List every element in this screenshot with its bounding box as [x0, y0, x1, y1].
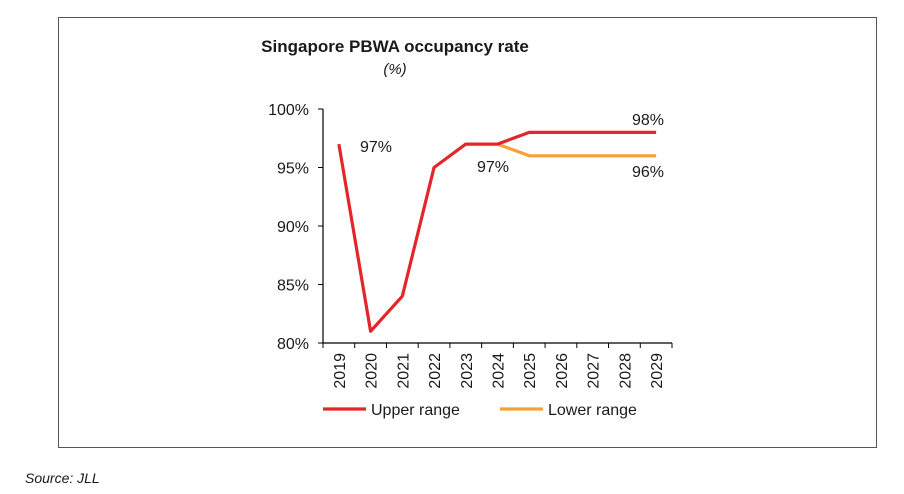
x-tick-label: 2020: [364, 353, 381, 389]
x-tick-label: 2022: [427, 353, 444, 389]
data-label: 97%: [360, 139, 392, 156]
legend-label-lower-range: Lower range: [548, 402, 637, 419]
x-tick-label: 2023: [459, 353, 476, 389]
x-tick-label: 2019: [332, 353, 349, 389]
y-tick-label: 100%: [268, 102, 309, 119]
series-line-lower-range: [496, 142, 657, 158]
y-tick-label: 85%: [277, 278, 309, 295]
source-note: Source: JLL: [25, 470, 100, 486]
x-tick-label: 2028: [617, 353, 634, 389]
chart-subtitle: (%): [383, 61, 407, 78]
data-labels: 97% 97% 98% 96%: [360, 112, 664, 181]
x-tick-label: 2025: [522, 353, 539, 389]
data-label: 96%: [632, 164, 664, 181]
y-tick-label: 80%: [277, 336, 309, 353]
x-tick-label: 2024: [491, 353, 508, 389]
x-tick-label: 2026: [554, 353, 571, 389]
y-tick-label: 95%: [277, 161, 309, 178]
legend: Upper range Lower range: [323, 402, 637, 419]
axes: 80% 85% 90% 95% 100% 2019 2020 2021 2022 2023 2024…: [268, 102, 673, 389]
data-label: 98%: [632, 112, 664, 129]
x-tick-label: 2029: [649, 353, 666, 389]
series-line-upper-range: [337, 130, 657, 333]
chart-frame: [58, 17, 877, 448]
legend-label-upper-range: Upper range: [371, 402, 460, 419]
chart-title: Singapore PBWA occupancy rate: [261, 37, 529, 56]
x-tick-label: 2021: [395, 353, 412, 389]
x-tick-label: 2027: [586, 353, 603, 389]
data-label: 97%: [477, 159, 509, 176]
series-lines: [337, 130, 657, 333]
y-tick-label: 90%: [277, 219, 309, 236]
